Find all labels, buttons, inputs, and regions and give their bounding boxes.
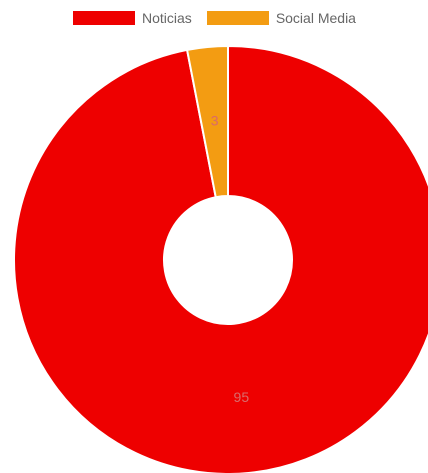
legend-swatch-social-media	[205, 10, 270, 26]
legend-label-social-media: Social Media	[275, 10, 356, 26]
slice-social-media[interactable]	[185, 44, 229, 199]
slice-noticias[interactable]	[13, 44, 428, 473]
legend-label-noticias: Noticias	[142, 10, 192, 26]
legend-item-social-media[interactable]: Social Media	[205, 10, 356, 26]
data-label-noticias: 95	[234, 389, 250, 405]
legend-swatch-noticias	[72, 10, 137, 26]
chart-legend: Noticias Social Media	[0, 10, 428, 26]
legend-item-noticias[interactable]: Noticias	[72, 10, 192, 26]
data-label-social-media: 3	[211, 112, 219, 128]
